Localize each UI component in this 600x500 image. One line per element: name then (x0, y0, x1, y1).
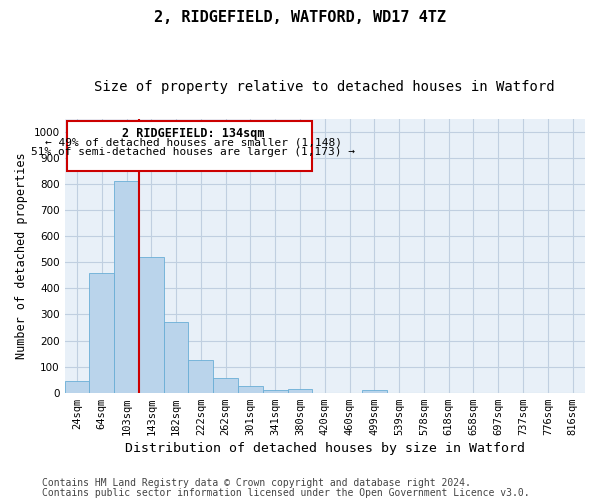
Text: 2, RIDGEFIELD, WATFORD, WD17 4TZ: 2, RIDGEFIELD, WATFORD, WD17 4TZ (154, 10, 446, 25)
Bar (263, 390, 287, 392)
Text: 51% of semi-detached houses are larger (1,173) →: 51% of semi-detached houses are larger (… (31, 148, 355, 158)
Text: Contains public sector information licensed under the Open Government Licence v3: Contains public sector information licen… (42, 488, 530, 498)
Text: Contains HM Land Registry data © Crown copyright and database right 2024.: Contains HM Land Registry data © Crown c… (42, 478, 471, 488)
Bar (362, 390, 387, 392)
Bar (65, 381, 89, 392)
Bar (89, 272, 114, 392)
Bar (287, 390, 313, 392)
Bar (164, 322, 188, 392)
Bar (238, 386, 263, 392)
Bar (213, 378, 238, 392)
Bar (188, 360, 213, 392)
Title: Size of property relative to detached houses in Watford: Size of property relative to detached ho… (94, 80, 555, 94)
Y-axis label: Number of detached properties: Number of detached properties (15, 152, 28, 359)
FancyBboxPatch shape (67, 122, 313, 171)
Text: 2 RIDGEFIELD: 134sqm: 2 RIDGEFIELD: 134sqm (122, 126, 265, 140)
Bar (139, 257, 164, 392)
Text: ← 49% of detached houses are smaller (1,148): ← 49% of detached houses are smaller (1,… (45, 137, 342, 147)
X-axis label: Distribution of detached houses by size in Watford: Distribution of detached houses by size … (125, 442, 525, 455)
Bar (114, 182, 139, 392)
